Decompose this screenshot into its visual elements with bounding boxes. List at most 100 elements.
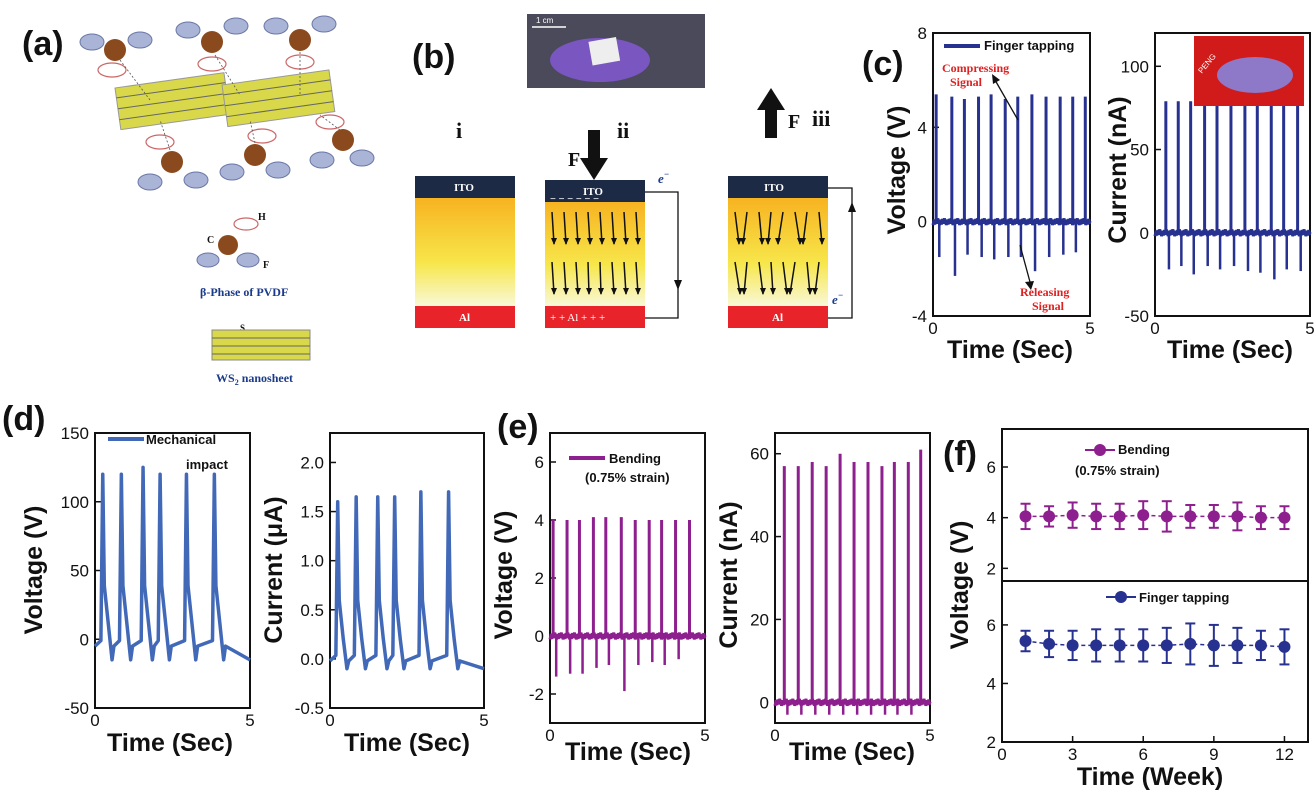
y-tick-label: 0 bbox=[1140, 224, 1149, 243]
x-axis-title: Time (Week) bbox=[1077, 763, 1223, 791]
y-tick-label: 4 bbox=[918, 118, 927, 137]
dipole-arrowhead bbox=[611, 288, 617, 295]
y-tick-label: 100 bbox=[61, 493, 89, 512]
y-tick-label: -2 bbox=[529, 685, 544, 704]
y-axis-title: Current (nA) bbox=[1104, 96, 1132, 243]
minus-charges: − − − − − − bbox=[550, 194, 599, 205]
data-point bbox=[1019, 635, 1032, 648]
dipole-arrowhead bbox=[586, 288, 592, 295]
scale-bar-label: 1 cm bbox=[536, 16, 554, 25]
panel-d-annotations: Mechanical impact bbox=[146, 432, 229, 472]
y-tick-label: 2 bbox=[535, 569, 544, 588]
x-tick-label: 5 bbox=[1085, 319, 1094, 338]
plot-frame bbox=[1154, 32, 1311, 317]
y-tick-label: 6 bbox=[987, 458, 996, 477]
y-tick-label: -0.5 bbox=[295, 699, 324, 718]
x-tick-label: 6 bbox=[1138, 745, 1147, 764]
y-tick-label: 50 bbox=[70, 562, 89, 581]
x-axis-title: Time (Sec) bbox=[565, 738, 691, 766]
x-axis-title: Time (Sec) bbox=[1167, 336, 1293, 364]
dipole-arrowhead bbox=[551, 288, 557, 295]
data-point bbox=[1137, 509, 1150, 522]
legend-mechanical-1: Mechanical bbox=[146, 432, 216, 447]
panel-e-letter: (e) bbox=[497, 408, 539, 446]
data-point bbox=[1207, 639, 1220, 652]
panel-b: (b) 1 cm i ii iii F F ITO bbox=[412, 14, 856, 328]
data-point bbox=[1043, 510, 1056, 523]
stage-label-iii: iii bbox=[812, 106, 830, 131]
panel-c-annotations: Finger tapping Compressing Signal Releas… bbox=[942, 38, 1074, 313]
data-point bbox=[1066, 509, 1079, 522]
dipole-arrowhead bbox=[770, 288, 776, 295]
dipole-arrows-ii bbox=[551, 211, 641, 295]
x-tick-label: 12 bbox=[1275, 745, 1294, 764]
y-axis-title: Current (μA) bbox=[260, 496, 288, 643]
ws2-caption-sub: 2 bbox=[235, 378, 239, 387]
x-tick-label: 0 bbox=[997, 745, 1006, 764]
y-tick-label: 0 bbox=[918, 213, 927, 232]
plot-frame bbox=[774, 432, 931, 724]
data-point bbox=[1231, 639, 1244, 652]
ws2-caption: WS2 nanosheet bbox=[216, 371, 293, 387]
y-tick-label: 6 bbox=[987, 616, 996, 635]
atom-label-c: C bbox=[207, 235, 214, 246]
atom-label-s: S bbox=[240, 323, 245, 333]
x-tick-label: 0 bbox=[770, 726, 779, 745]
data-point bbox=[1090, 510, 1103, 523]
x-axis-title: Time (Sec) bbox=[947, 336, 1073, 364]
dipole-arrowhead bbox=[623, 288, 629, 295]
data-point bbox=[1160, 639, 1173, 652]
device-stage-ii: ITO − − − − − − + + Al + + + e− bbox=[545, 169, 682, 328]
chart-e_voltage: -2 0 2 4 6 0 5 Voltage (V) Time (Sec) bbox=[490, 432, 710, 766]
panel-b-letter: (b) bbox=[412, 38, 455, 76]
data-point bbox=[1231, 510, 1244, 523]
dipole-arrowhead bbox=[760, 288, 766, 295]
y-tick-label: 2 bbox=[987, 559, 996, 578]
y-tick-label: 4 bbox=[987, 509, 996, 528]
panel-f-annotations: Bending (0.75% strain) Finger tapping bbox=[1075, 442, 1229, 605]
y-axis-title: Voltage (V) bbox=[490, 511, 518, 640]
legend-finger-tapping-c: Finger tapping bbox=[984, 38, 1074, 53]
dipole-arrowhead bbox=[759, 238, 765, 245]
dipole-arrowhead bbox=[775, 238, 781, 245]
x-tick-label: 0 bbox=[90, 711, 99, 730]
dipole-arrowhead bbox=[551, 238, 557, 245]
x-axis-title: Time (Sec) bbox=[344, 729, 470, 757]
data-point bbox=[1113, 639, 1126, 652]
dipole-arrowhead bbox=[736, 238, 742, 245]
x-tick-label: 0 bbox=[325, 711, 334, 730]
data-point bbox=[1019, 510, 1032, 523]
y-tick-label: 2 bbox=[987, 733, 996, 752]
x-tick-label: 3 bbox=[1068, 745, 1077, 764]
x-tick-label: 5 bbox=[925, 726, 934, 745]
panel-e-annotations: Bending (0.75% strain) bbox=[585, 451, 670, 485]
y-tick-label: 0.5 bbox=[300, 601, 324, 620]
y-tick-label: 4 bbox=[535, 511, 544, 530]
ws2-caption-main: WS bbox=[216, 371, 235, 385]
ws2-caption-rest: nanosheet bbox=[239, 371, 293, 385]
dipole-arrowhead bbox=[635, 238, 641, 245]
data-point bbox=[1137, 639, 1150, 652]
ws2-nanosheet-illustration bbox=[211, 329, 311, 361]
atom-label-h: H bbox=[258, 212, 266, 223]
plot-frame bbox=[94, 432, 251, 709]
y-tick-label: 150 bbox=[61, 424, 89, 443]
al-label-iii: Al bbox=[772, 312, 783, 324]
legend-marker-f-bottom bbox=[1115, 591, 1127, 603]
data-point bbox=[1113, 510, 1126, 523]
dipole-arrowhead bbox=[737, 288, 743, 295]
y-tick-label: 2.0 bbox=[300, 453, 324, 472]
pvdf-crystal-illustration bbox=[79, 15, 375, 268]
legend-bending-f-1: Bending bbox=[1118, 442, 1170, 457]
x-tick-label: 9 bbox=[1209, 745, 1218, 764]
electron-label-iii: e− bbox=[832, 290, 843, 307]
y-tick-label: -4 bbox=[912, 307, 927, 326]
dipole-arrowhead bbox=[575, 288, 581, 295]
x-axis-title: Time (Sec) bbox=[107, 729, 233, 757]
dipole-arrowhead bbox=[575, 238, 581, 245]
dipole-arrowhead bbox=[787, 288, 793, 295]
y-axis-title: Voltage (V) bbox=[20, 506, 48, 635]
panel-a-letter: (a) bbox=[22, 25, 64, 63]
y-tick-label: 100 bbox=[1121, 57, 1149, 76]
